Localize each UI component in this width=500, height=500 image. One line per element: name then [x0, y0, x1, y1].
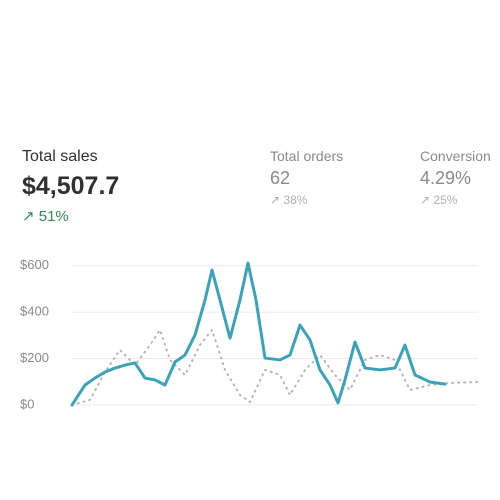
series-line	[70, 261, 447, 407]
metric-label: Total sales	[22, 148, 98, 165]
metric-value: 4.29%	[420, 168, 472, 188]
metric-conversion: Conversion 4.29% ↗ 25%	[420, 148, 500, 207]
change-text: 25%	[433, 193, 458, 207]
y-tick-label: $0	[20, 396, 34, 411]
metric-label: Total orders	[270, 148, 344, 164]
metric-total-orders: Total orders 62 ↗ 38%	[270, 148, 343, 207]
metric-label: Conversion	[420, 148, 491, 164]
change-text: 38%	[283, 193, 308, 207]
metric-change: ↗ 38%	[270, 193, 308, 207]
y-tick-label: $400	[20, 304, 49, 319]
metric-total-sales: Total sales $4,507.7 ↗ 51%	[22, 148, 119, 225]
y-tick-label: $600	[20, 257, 49, 272]
metric-value: 62	[270, 168, 291, 188]
metric-change: ↗ 25%	[420, 193, 458, 207]
metric-change: ↗ 51%	[22, 208, 69, 225]
change-text: 51%	[38, 208, 69, 225]
metric-value: $4,507.7	[22, 172, 120, 200]
y-tick-label: $200	[20, 350, 49, 365]
series-line	[71, 328, 479, 406]
